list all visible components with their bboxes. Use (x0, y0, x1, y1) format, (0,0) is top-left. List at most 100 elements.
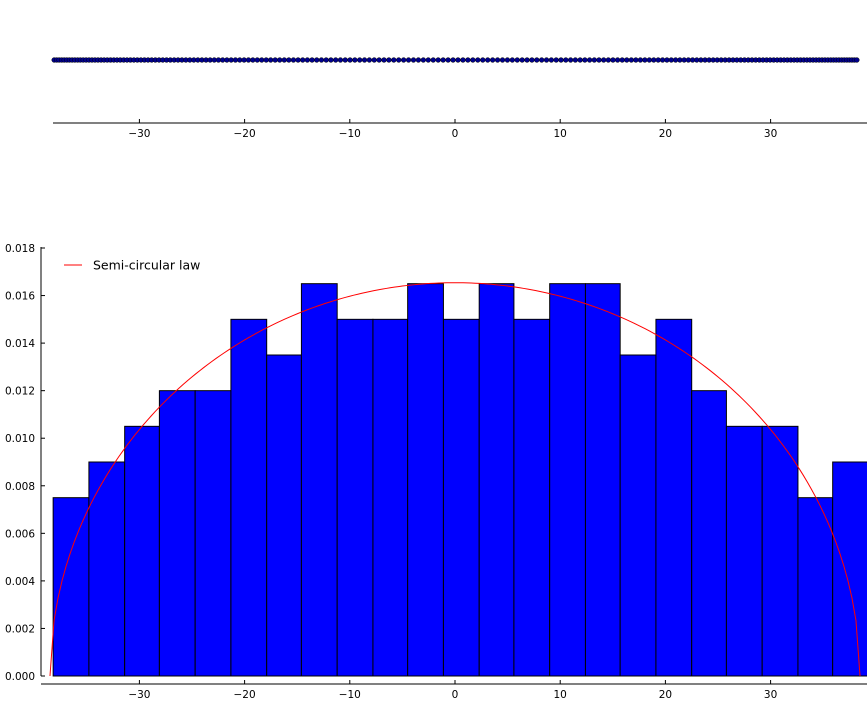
scatter-point (281, 57, 287, 63)
histogram-y-tick-label: 0.014 (5, 338, 35, 350)
scatter-point (415, 57, 422, 63)
scatter-point (254, 57, 260, 63)
scatter-point (582, 57, 588, 63)
scatter-point (558, 57, 564, 63)
scatter-point (539, 57, 545, 63)
scatter-point (605, 57, 611, 63)
histogram-y-tick-label: 0.000 (5, 671, 35, 683)
scatter-point (435, 57, 441, 63)
histogram-y-tick-label: 0.018 (5, 243, 35, 255)
histogram-bar (336, 318, 374, 677)
scatter-point (450, 57, 456, 63)
scatter-point (591, 57, 597, 63)
scatter-x-ticks: −30 −20 −10 0 10 20 30 (128, 119, 777, 140)
histogram-x-tick-label: 0 (452, 689, 459, 701)
scatter-point (386, 57, 392, 63)
legend-label: Semi-circular law (93, 258, 200, 273)
scatter-point (465, 57, 471, 63)
scatter-point (514, 57, 520, 63)
histogram-bar (124, 425, 160, 677)
scatter-point (391, 57, 397, 63)
scatter-point (504, 57, 511, 63)
histogram-y-tick-label: 0.008 (5, 481, 35, 493)
scatter-point (337, 57, 344, 63)
scatter-point (642, 57, 648, 63)
histogram-bar (691, 390, 727, 677)
histogram-y-tick-label: 0.010 (5, 433, 35, 445)
scatter-point (596, 57, 602, 63)
histogram-bars (52, 283, 867, 677)
scatter-point (357, 57, 363, 63)
scatter-point (250, 57, 256, 63)
scatter-point (347, 57, 353, 63)
scatter-x-tick-label: −30 (128, 128, 150, 140)
histogram-bar (797, 497, 834, 677)
scatter-point (524, 57, 530, 63)
scatter-points (51, 57, 860, 63)
scatter-point (323, 57, 329, 63)
scatter-point (659, 57, 666, 63)
scatter-point (651, 57, 657, 63)
scatter-point (624, 57, 630, 63)
scatter-point (664, 57, 670, 63)
histogram-x-tick-label: 10 (554, 689, 567, 701)
scatter-point (259, 57, 265, 63)
histogram-y-tick-label: 0.016 (5, 291, 35, 303)
histogram-bar (266, 354, 302, 677)
histogram-x-tick-label: −20 (234, 689, 256, 701)
histogram-bar (725, 425, 763, 677)
scatter-point (263, 57, 269, 63)
scatter-point (519, 57, 525, 63)
scatter-point (410, 57, 417, 63)
scatter-point (499, 57, 506, 63)
histogram-bar (619, 354, 657, 677)
histogram-y-tick-label: 0.006 (5, 528, 35, 540)
scatter-point (601, 57, 607, 63)
histogram-bar (832, 461, 867, 677)
scatter-point (610, 57, 616, 63)
scatter-point (342, 57, 348, 63)
scatter-point (534, 57, 540, 63)
scatter-point (563, 57, 569, 63)
histogram-x-tick-label: −10 (339, 689, 361, 701)
scatter-point (637, 57, 644, 63)
scatter-point (328, 57, 334, 63)
scatter-point (577, 57, 583, 63)
scatter-point (366, 57, 373, 63)
scatter-point (245, 57, 252, 63)
scatter-point (646, 57, 652, 63)
histogram-bar (513, 318, 551, 677)
histogram-bar (407, 283, 444, 677)
scatter-point (304, 57, 311, 63)
scatter-point (361, 57, 368, 63)
scatter-point (268, 57, 274, 63)
scatter-point (614, 57, 621, 63)
histogram-bar (372, 318, 409, 677)
scatter-point (460, 57, 466, 63)
scatter-point (475, 57, 481, 63)
scatter-point (290, 57, 297, 63)
scatter-point (420, 57, 427, 63)
histogram-bar (88, 461, 126, 677)
scatter-point (352, 57, 358, 63)
histogram-x-ticks: −30 −20 −10 0 10 20 30 (128, 680, 777, 701)
semi-circular-law-curve (49, 282, 861, 677)
scatter-point (440, 57, 446, 63)
scatter-point (286, 57, 292, 63)
scatter-point (485, 57, 491, 63)
histogram-x-tick-label: 30 (764, 689, 777, 701)
histogram-y-tick-label: 0.004 (5, 576, 35, 588)
scatter-point (619, 57, 625, 63)
histogram-bar (300, 283, 338, 677)
scatter-panel: −30 −20 −10 0 10 20 30 (51, 57, 867, 140)
scatter-x-tick-label: 0 (452, 128, 459, 140)
scatter-point (300, 57, 306, 63)
scatter-point (572, 57, 579, 63)
legend: Semi-circular law (64, 258, 200, 273)
scatter-point (396, 57, 402, 63)
scatter-x-tick-label: 30 (764, 128, 777, 140)
scatter-point (548, 57, 555, 63)
histogram-bar (194, 390, 232, 677)
scatter-point (553, 57, 559, 63)
scatter-x-tick-label: −20 (234, 128, 256, 140)
